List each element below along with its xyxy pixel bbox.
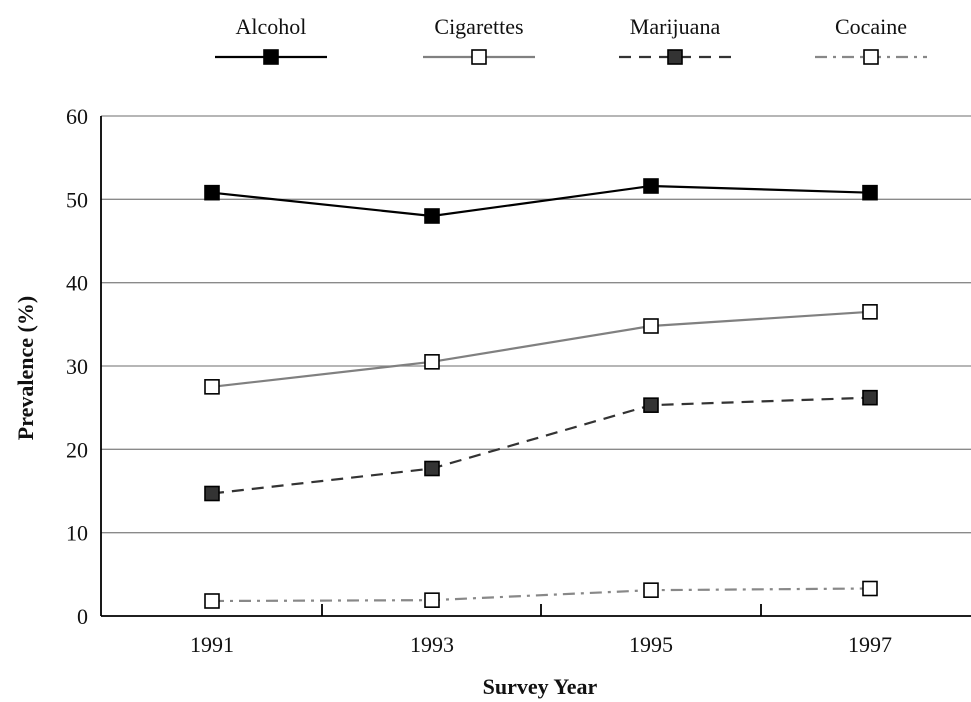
data-point-marijuana-1991 [204,485,220,502]
y-tick-label-10: 10 [66,521,88,546]
x-tick-label-1991: 1991 [190,632,234,657]
legend-marker-alcohol [263,49,279,65]
data-point-marijuana-1993 [424,460,440,477]
legend: Alcohol Cigarettes Marijuana Cocaine [215,14,927,65]
series-alcohol [204,178,878,224]
axes [100,116,971,617]
legend-marker-cigarettes [471,49,487,65]
x-tick-label-1993: 1993 [410,632,454,657]
y-tick-labels: 0 10 20 30 40 50 60 [66,104,88,629]
series-cocaine [204,580,878,609]
data-point-alcohol-1995 [643,178,659,194]
data-point-marijuana-1997 [862,389,878,406]
legend-item-cocaine: Cocaine [815,14,927,65]
series-layer [204,178,878,609]
x-tick-labels: 1991 1993 1995 1997 [190,632,892,657]
data-point-cocaine-1997 [862,580,878,597]
y-tick-label-40: 40 [66,271,88,296]
data-point-cigarettes-1997 [862,304,878,320]
y-tick-label-50: 50 [66,187,88,212]
data-point-alcohol-1991 [204,184,220,201]
series-marijuana [204,389,878,502]
legend-label-cocaine: Cocaine [835,14,907,39]
data-point-alcohol-1993 [424,208,440,224]
x-tick-label-1995: 1995 [629,632,673,657]
gridlines [101,115,971,534]
series-cigarettes [204,304,878,395]
x-tick-label-1997: 1997 [848,632,892,657]
legend-marker-cocaine [863,49,879,65]
series-line-marijuana [211,396,871,495]
legend-item-marijuana: Marijuana [619,14,731,65]
y-axis-title: Prevalence (%) [13,296,38,440]
series-line-alcohol [211,184,871,218]
legend-label-cigarettes: Cigarettes [434,14,523,39]
data-point-cigarettes-1995 [643,318,659,334]
series-line-cigarettes [211,310,871,388]
legend-item-cigarettes: Cigarettes [423,14,535,65]
x-axis-title: Survey Year [483,674,598,699]
y-tick-label-20: 20 [66,437,88,462]
legend-label-alcohol: Alcohol [236,14,307,39]
data-point-cocaine-1993 [424,592,440,608]
data-point-cigarettes-1991 [204,379,220,395]
legend-label-marijuana: Marijuana [630,14,721,39]
data-point-alcohol-1997 [862,184,878,201]
legend-marker-marijuana [667,49,683,65]
y-tick-label-60: 60 [66,104,88,129]
legend-item-alcohol: Alcohol [215,14,327,65]
data-point-marijuana-1995 [643,397,659,413]
data-point-cigarettes-1993 [424,354,440,370]
y-tick-label-0: 0 [77,604,88,629]
data-point-cocaine-1991 [204,593,220,609]
data-point-cocaine-1995 [643,582,659,598]
y-tick-label-30: 30 [66,354,88,379]
series-line-cocaine [211,587,871,603]
